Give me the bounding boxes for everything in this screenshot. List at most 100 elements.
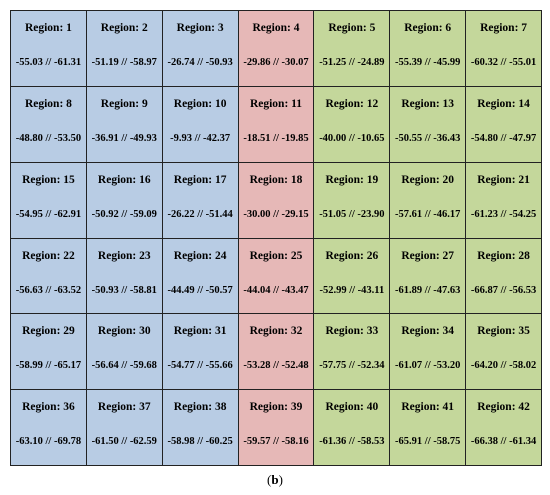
region-label: Region: 19 xyxy=(325,173,379,186)
region-cell: Region: 32 -53.28 // -52.48 xyxy=(238,314,315,391)
region-label: Region: 22 xyxy=(22,249,75,262)
region-cell: Region: 13 -50.55 // -36.43 xyxy=(390,86,467,163)
caption-close-paren: ) xyxy=(278,472,283,487)
region-cell: Region: 20 -57.61 // -46.17 xyxy=(390,162,467,239)
region-label: Region: 39 xyxy=(249,401,303,414)
region-values: -51.05 // -23.90 xyxy=(319,208,385,220)
region-values: -64.20 // -58.02 xyxy=(470,360,537,372)
region-values: -53.28 // -52.48 xyxy=(243,360,309,372)
region-values: -63.10 // -69.78 xyxy=(15,436,82,448)
region-values: -40.00 // -10.65 xyxy=(319,132,385,144)
region-values: -58.99 // -65.17 xyxy=(15,360,82,372)
region-cell: Region: 23 -50.93 // -58.81 xyxy=(86,238,163,315)
caption-open-paren: ( xyxy=(267,472,272,487)
region-cell: Region: 1 -55.03 // -61.31 xyxy=(11,11,87,87)
region-cell: Region: 10 -9.93 // -42.37 xyxy=(162,86,239,163)
region-label: Region: 17 xyxy=(173,173,227,186)
region-label: Region: 30 xyxy=(97,325,151,338)
region-cell: Region: 11 -18.51 // -19.85 xyxy=(238,86,315,163)
region-cell: Region: 42 -66.38 // -61.34 xyxy=(466,390,542,466)
region-label: Region: 6 xyxy=(404,22,452,34)
region-cell: Region: 2 -51.19 // -58.97 xyxy=(86,11,163,87)
region-values: -58.98 // -60.25 xyxy=(167,436,233,448)
region-values: -18.51 // -19.85 xyxy=(243,132,309,144)
region-values: -36.91 // -49.93 xyxy=(91,132,157,144)
region-cell: Region: 30 -56.64 // -59.68 xyxy=(86,314,163,391)
region-label: Region: 9 xyxy=(100,97,148,110)
region-label: Region: 23 xyxy=(97,249,151,262)
region-label: Region: 12 xyxy=(325,97,379,110)
region-values: -59.57 // -58.16 xyxy=(243,436,309,448)
region-label: Region: 7 xyxy=(480,22,528,34)
region-cell: Region: 38 -58.98 // -60.25 xyxy=(162,390,239,466)
region-cell: Region: 31 -54.77 // -55.66 xyxy=(162,314,239,391)
region-label: Region: 3 xyxy=(176,22,224,34)
region-cell: Region: 12 -40.00 // -10.65 xyxy=(314,86,391,163)
region-label: Region: 21 xyxy=(477,173,530,186)
region-cell: Region: 25 -44.04 // -43.47 xyxy=(238,238,315,315)
figure-caption: (b) xyxy=(0,472,550,488)
region-label: Region: 36 xyxy=(22,401,75,414)
region-grid: Region: 1 -55.03 // -61.31 Region: 2 -51.19… xyxy=(10,10,542,466)
region-cell: Region: 17 -26.22 // -51.44 xyxy=(162,162,239,239)
region-label: Region: 34 xyxy=(401,325,455,338)
region-cell: Region: 39 -59.57 // -58.16 xyxy=(238,390,315,466)
region-values: -65.91 // -58.75 xyxy=(395,436,461,448)
region-label: Region: 42 xyxy=(477,401,530,414)
region-cell: Region: 3 -26.74 // -50.93 xyxy=(162,11,239,87)
region-cell: Region: 4 -29.86 // -30.07 xyxy=(238,11,315,87)
region-cell: Region: 5 -51.25 // -24.89 xyxy=(314,11,391,87)
region-values: -66.87 // -56.53 xyxy=(470,284,537,296)
region-label: Region: 25 xyxy=(249,249,303,262)
region-label: Region: 16 xyxy=(97,173,151,186)
region-values: -55.03 // -61.31 xyxy=(15,57,82,68)
region-cell: Region: 22 -56.63 // -63.52 xyxy=(11,238,87,315)
region-values: -26.22 // -51.44 xyxy=(167,208,233,220)
region-label: Region: 15 xyxy=(22,173,75,186)
region-cell: Region: 35 -64.20 // -58.02 xyxy=(466,314,542,391)
region-label: Region: 11 xyxy=(249,97,303,110)
region-cell: Region: 41 -65.91 // -58.75 xyxy=(390,390,467,466)
region-cell: Region: 6 -55.39 // -45.99 xyxy=(390,11,467,87)
region-cell: Region: 7 -60.32 // -55.01 xyxy=(466,11,542,87)
region-label: Region: 28 xyxy=(477,249,530,262)
region-values: -55.39 // -45.99 xyxy=(395,57,461,68)
region-values: -61.23 // -54.25 xyxy=(470,208,537,220)
region-cell: Region: 28 -66.87 // -56.53 xyxy=(466,238,542,315)
region-label: Region: 26 xyxy=(325,249,379,262)
region-cell: Region: 37 -61.50 // -62.59 xyxy=(86,390,163,466)
region-label: Region: 20 xyxy=(401,173,455,186)
region-label: Region: 5 xyxy=(328,22,376,34)
region-cell: Region: 36 -63.10 // -69.78 xyxy=(11,390,87,466)
region-cell: Region: 26 -52.99 // -43.11 xyxy=(314,238,391,315)
region-label: Region: 8 xyxy=(24,97,72,110)
region-cell: Region: 27 -61.89 // -47.63 xyxy=(390,238,467,315)
region-values: -30.00 // -29.15 xyxy=(243,208,309,220)
region-values: -9.93 // -42.37 xyxy=(170,132,231,144)
region-values: -52.99 // -43.11 xyxy=(319,284,385,296)
region-label: Region: 18 xyxy=(249,173,303,186)
region-values: -50.55 // -36.43 xyxy=(395,132,461,144)
region-values: -57.75 // -52.34 xyxy=(319,360,385,372)
region-cell: Region: 9 -36.91 // -49.93 xyxy=(86,86,163,163)
region-values: -54.77 // -55.66 xyxy=(167,360,233,372)
region-values: -50.93 // -58.81 xyxy=(91,284,157,296)
region-label: Region: 35 xyxy=(477,325,530,338)
region-label: Region: 33 xyxy=(325,325,379,338)
region-cell: Region: 14 -54.80 // -47.97 xyxy=(466,86,542,163)
region-label: Region: 41 xyxy=(401,401,455,414)
region-values: -66.38 // -61.34 xyxy=(470,436,537,448)
region-cell: Region: 16 -50.92 // -59.09 xyxy=(86,162,163,239)
region-values: -48.80 // -53.50 xyxy=(15,132,82,144)
region-cell: Region: 8 -48.80 // -53.50 xyxy=(11,86,87,163)
region-cell: Region: 34 -61.07 // -53.20 xyxy=(390,314,467,391)
region-values: -61.07 // -53.20 xyxy=(395,360,461,372)
region-values: -60.32 // -55.01 xyxy=(470,57,537,68)
region-values: -61.89 // -47.63 xyxy=(395,284,461,296)
region-values: -54.95 // -62.91 xyxy=(15,208,82,220)
region-values: -29.86 // -30.07 xyxy=(243,57,309,68)
region-cell: Region: 40 -61.36 // -58.53 xyxy=(314,390,391,466)
region-values: -26.74 // -50.93 xyxy=(167,57,233,68)
region-values: -61.36 // -58.53 xyxy=(319,436,385,448)
region-label: Region: 40 xyxy=(325,401,379,414)
